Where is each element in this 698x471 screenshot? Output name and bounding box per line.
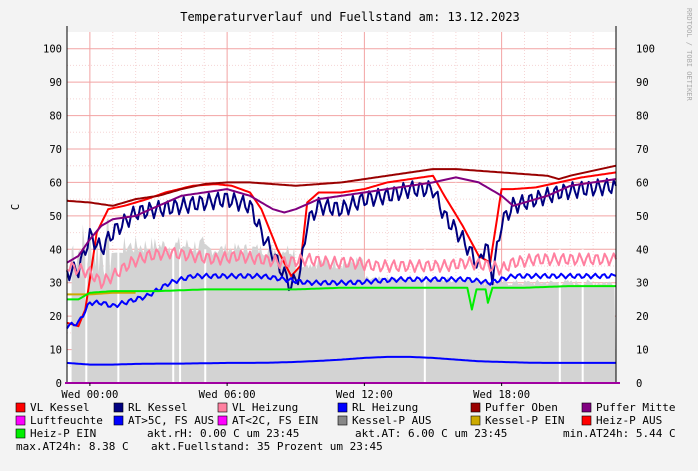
- legend-label: Luftfeuchte: [30, 414, 103, 427]
- legend-swatch: [113, 415, 124, 426]
- y-tick-label-left: 0: [56, 378, 62, 390]
- y-tick-label-right: 20: [636, 311, 649, 323]
- y-tick-label-right: 60: [636, 177, 649, 189]
- legend-label: RL Heizung: [352, 401, 418, 414]
- legend-swatch: [15, 402, 26, 413]
- y-tick-label-left: 70: [49, 144, 62, 156]
- x-tick-label: Wed 00:00: [61, 389, 118, 401]
- status-lines: akt.rH: 0.00 C um 23:45 akt.AT: 6.00 C um…: [16, 427, 676, 453]
- status-text: akt.rH: 0.00 C um 23:45: [147, 427, 299, 440]
- legend-label: Kessel-P EIN: [485, 414, 564, 427]
- fill-gap: [423, 249, 426, 383]
- y-tick-label-right: 50: [636, 211, 649, 223]
- y-tick-label-left: 60: [49, 177, 62, 189]
- status-text: akt.AT: 6.00 C um 23:45: [355, 427, 507, 440]
- y-tick-label-right: 70: [636, 144, 649, 156]
- legend-label: RL Kessel: [128, 401, 188, 414]
- series-line-heiz-p-ein: [67, 285, 616, 311]
- legend-label: VL Heizung: [232, 401, 298, 414]
- rrdtool-credit: RRDTOOL / TOBI OETIKER: [685, 8, 693, 102]
- fill-level-area: [71, 217, 616, 383]
- legend-swatch: [217, 415, 228, 426]
- legend-swatch: [337, 402, 348, 413]
- axes: 0 0 10 10 20 20 30 30 40 40 50 50 60 60 70 70 80 80 90 90 10…: [43, 26, 655, 401]
- series-line-kessel-p-ein: [67, 291, 136, 296]
- legend-swatch: [470, 402, 481, 413]
- fill-gap: [204, 249, 207, 383]
- series-line-rl-kessel: [66, 177, 617, 292]
- legend-swatch: [581, 402, 592, 413]
- y-tick-label-left: 20: [49, 311, 62, 323]
- y-tick-label-left: 80: [49, 111, 62, 123]
- legend-swatch: [15, 415, 26, 426]
- legend-label: AT<2C, FS EIN: [232, 414, 318, 427]
- fill-level-shape: [71, 217, 616, 383]
- legend: VL Kessel RL Kessel VL Heizung RL Heizung Pu…: [15, 401, 675, 440]
- y-tick-label-right: 100: [636, 44, 655, 56]
- y-tick-label-right: 40: [636, 244, 649, 256]
- legend-swatch: [470, 415, 481, 426]
- y-axis-label: C: [10, 204, 22, 210]
- y-tick-label-left: 30: [49, 278, 62, 290]
- x-tick-label: Wed 18:00: [473, 389, 530, 401]
- legend-label: AT>5C, FS AUS: [128, 414, 214, 427]
- legend-label: Kessel-P AUS: [352, 414, 431, 427]
- series-line-puffer-oben: [66, 164, 617, 207]
- status-text: min.AT24h: 5.44 C: [563, 427, 676, 440]
- fill-gap: [581, 249, 584, 383]
- series-line-puffer-mitte: [66, 176, 617, 264]
- fill-gap: [172, 249, 175, 383]
- y-tick-label-left: 10: [49, 345, 62, 357]
- series-line-at-5c-fs-aus: [66, 355, 616, 366]
- y-tick-label-right: 30: [636, 278, 649, 290]
- y-tick-label-right: 10: [636, 345, 649, 357]
- series-line-vl-heizung: [66, 246, 617, 289]
- y-tick-label-right: 0: [636, 378, 642, 390]
- y-tick-label-left: 100: [43, 44, 62, 56]
- x-tick-label: Wed 06:00: [199, 389, 256, 401]
- y-tick-label-left: 40: [49, 244, 62, 256]
- legend-swatch: [581, 415, 592, 426]
- x-tick-label: Wed 12:00: [336, 389, 393, 401]
- legend-label: Heiz-P AUS: [596, 414, 662, 427]
- chart-title: Temperaturverlauf und Fuellstand am: 13.…: [180, 10, 520, 24]
- fill-gap: [117, 249, 120, 383]
- legend-label: Heiz-P EIN: [30, 427, 96, 440]
- legend-swatch: [113, 402, 124, 413]
- y-tick-label-right: 80: [636, 111, 649, 123]
- legend-swatch: [15, 428, 26, 439]
- y-tick-label-left: 50: [49, 211, 62, 223]
- y-tick-label-right: 90: [636, 77, 649, 89]
- legend-swatch: [217, 402, 228, 413]
- legend-label: Puffer Oben: [485, 401, 558, 414]
- status-text: max.AT24h: 8.38 C: [16, 440, 129, 453]
- legend-label: VL Kessel: [30, 401, 90, 414]
- fill-gap: [85, 249, 88, 383]
- legend-swatch: [337, 415, 348, 426]
- status-text: akt.Fuellstand: 35 Prozent um 23:45: [151, 440, 383, 453]
- series-group: [66, 164, 617, 366]
- legend-label: Puffer Mitte: [596, 401, 675, 414]
- fill-gap: [179, 249, 182, 383]
- y-tick-label-left: 90: [49, 77, 62, 89]
- fill-gap: [558, 249, 561, 383]
